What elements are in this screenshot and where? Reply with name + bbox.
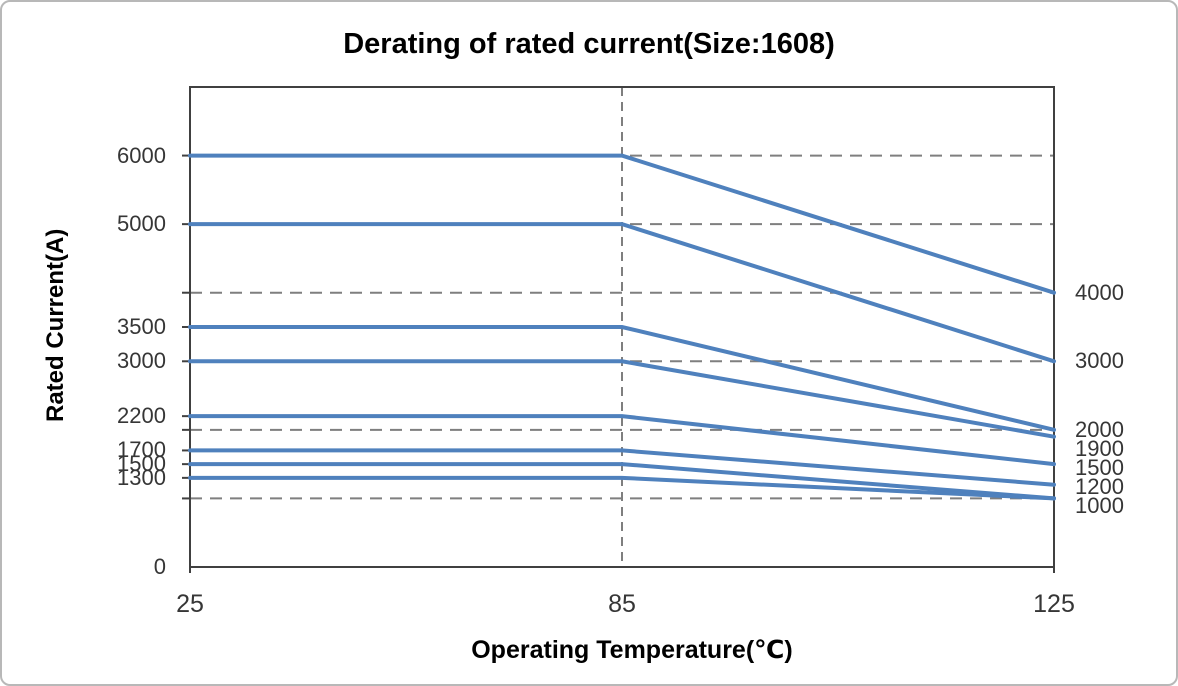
series-line [188, 462, 1056, 501]
y-axis-tick-label-right: 4000 [1075, 279, 1124, 305]
x-axis-tick-label: 85 [608, 590, 636, 618]
series-line [188, 222, 1056, 364]
x-axis-title: Operating Temperature(℃) [471, 636, 793, 664]
series-line [188, 475, 1056, 501]
series-line [188, 153, 1056, 295]
y-axis-tick-label-left: 1700 [117, 437, 166, 463]
y-axis-tick-label-left: 0 [153, 554, 166, 579]
y-axis-tick-label-left: 5000 [117, 211, 166, 237]
y-axis-tick-label-left: 6000 [117, 142, 166, 168]
y-axis-tick-label-right: 2000 [1075, 416, 1124, 442]
x-axis-tick-label: 25 [176, 590, 204, 618]
x-axis-tick-label: 125 [1033, 590, 1075, 618]
y-axis-tick-label-right: 1000 [1075, 492, 1124, 518]
series-line [188, 359, 1056, 439]
series-line [188, 448, 1056, 487]
y-axis-tick-label-right: 1500 [1075, 454, 1124, 480]
y-axis-tick-label-left: 1500 [117, 451, 166, 477]
y-axis-tick-label-right: 1900 [1075, 435, 1124, 461]
series-line [188, 414, 1056, 467]
y-axis-tick-label-right: 3000 [1075, 348, 1124, 374]
y-axis-tick-label-right: 1200 [1075, 473, 1124, 499]
y-axis-tick-label-left: 3000 [117, 348, 166, 374]
series-line [188, 325, 1056, 432]
chart-title: Derating of rated current(Size:1608) [343, 28, 835, 60]
y-axis-tick-label-left: 2200 [117, 403, 166, 429]
y-axis-tick-label-left: 3500 [117, 314, 166, 339]
y-axis-tick-label-left: 1300 [117, 464, 166, 490]
